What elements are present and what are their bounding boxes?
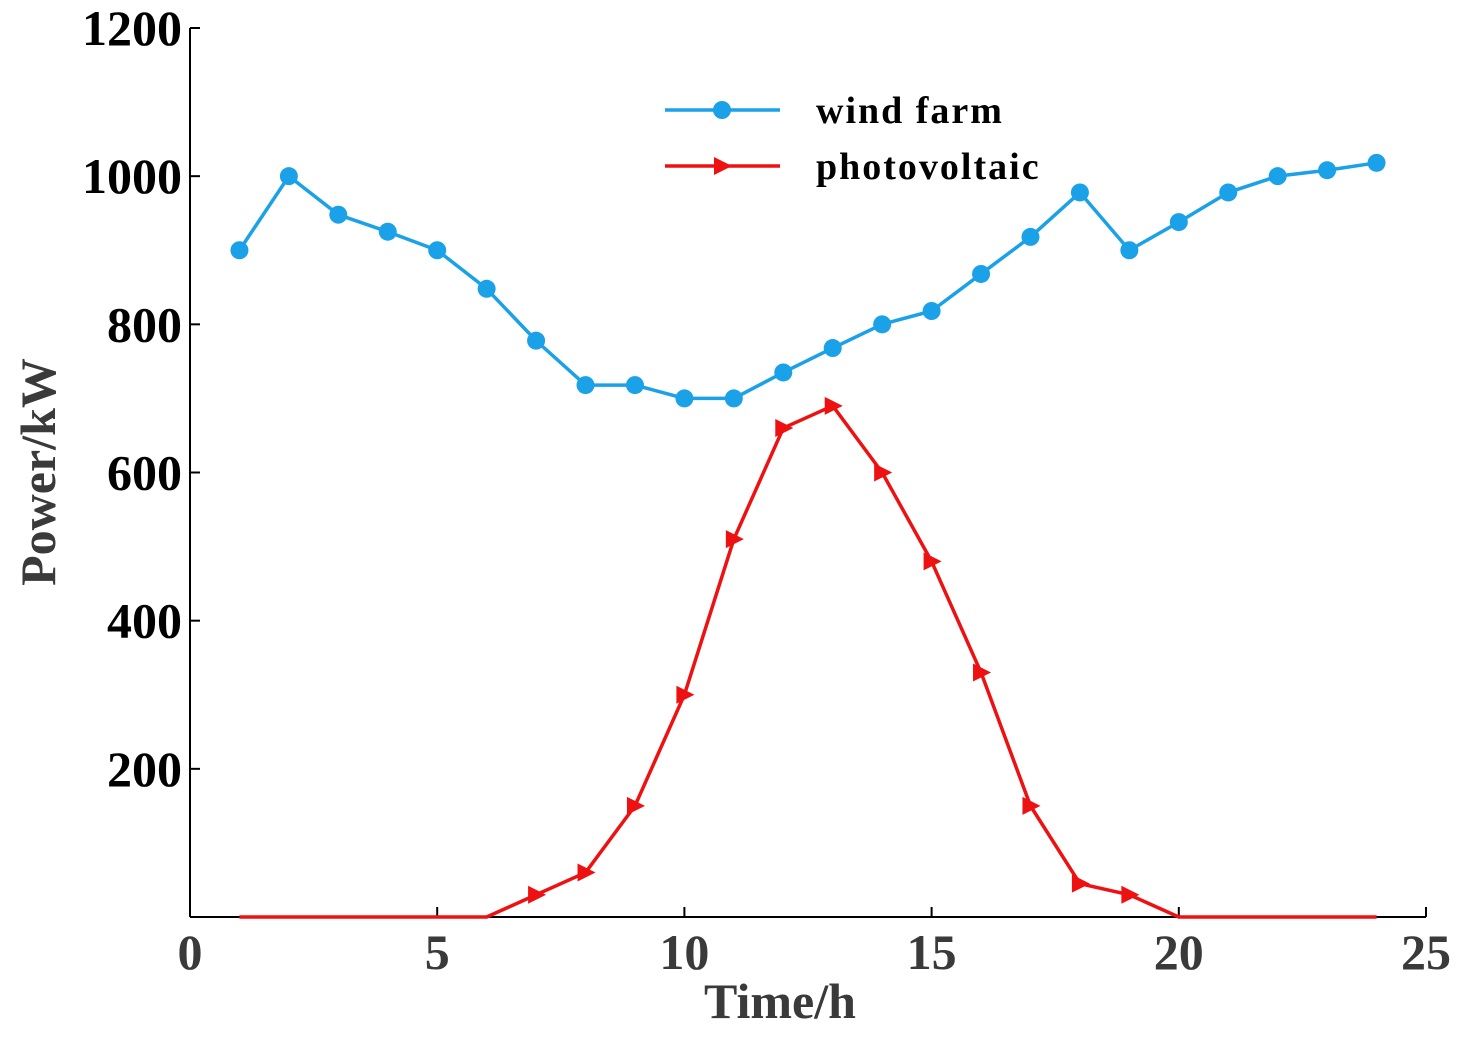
series-line xyxy=(239,404,1377,919)
data-point xyxy=(625,376,644,395)
data-point xyxy=(1022,796,1041,815)
data-point xyxy=(527,331,546,350)
data-point xyxy=(378,222,397,241)
data-point xyxy=(1070,183,1089,202)
data-point xyxy=(675,389,694,408)
y-axis-title: Power/kW xyxy=(10,358,66,586)
series-photovoltaic xyxy=(239,396,1377,919)
data-point xyxy=(1268,167,1287,186)
data-point xyxy=(725,530,744,549)
axes xyxy=(189,28,1426,918)
series-wind-farm xyxy=(230,153,1386,408)
axis-ticks: 0 5 10 15 20 25 200 400 600 800 1000 1200 xyxy=(82,0,1451,980)
legend-label: wind farm xyxy=(816,90,1004,132)
data-point xyxy=(824,396,843,415)
data-point xyxy=(874,463,893,482)
data-point xyxy=(1021,227,1040,246)
legend-item: wind farm xyxy=(665,90,1004,132)
x-tick-label: 20 xyxy=(1154,924,1204,980)
data-point xyxy=(576,376,595,395)
x-tick-label: 25 xyxy=(1401,924,1451,980)
x-tick-label: 10 xyxy=(659,924,709,980)
y-tick-label: 200 xyxy=(107,741,182,797)
y-tick-label: 800 xyxy=(107,296,182,352)
data-point xyxy=(1318,161,1337,180)
data-point xyxy=(973,663,992,682)
data-point xyxy=(1367,153,1386,172)
data-point xyxy=(774,363,793,382)
data-point xyxy=(528,885,547,904)
x-tick-label: 5 xyxy=(425,924,450,980)
data-point xyxy=(1169,213,1188,232)
data-point xyxy=(477,279,496,298)
x-axis-title: Time/h xyxy=(704,973,856,1029)
data-point xyxy=(676,685,695,704)
data-point xyxy=(577,863,596,882)
data-point xyxy=(724,389,743,408)
y-tick-label: 1200 xyxy=(82,0,182,56)
data-point xyxy=(873,315,892,334)
data-point xyxy=(279,167,298,186)
data-point xyxy=(922,301,941,320)
x-tick-label: 15 xyxy=(907,924,957,980)
data-point xyxy=(972,264,991,283)
data-point xyxy=(1121,885,1140,904)
series-line xyxy=(237,161,1377,401)
data-point xyxy=(329,205,348,224)
data-point xyxy=(1120,241,1139,260)
series-layer xyxy=(230,153,1386,919)
data-point xyxy=(1071,874,1090,893)
data-point xyxy=(823,339,842,358)
data-point xyxy=(775,419,794,438)
data-point xyxy=(230,241,249,260)
y-tick-label: 400 xyxy=(107,593,182,649)
legend-marker xyxy=(714,157,732,175)
data-point xyxy=(626,796,645,815)
legend-marker xyxy=(713,101,731,119)
x-tick-label: 0 xyxy=(178,924,203,980)
y-tick-label: 600 xyxy=(107,445,182,501)
data-point xyxy=(923,552,942,571)
data-point xyxy=(1219,183,1238,202)
data-point xyxy=(428,241,447,260)
legend: wind farm photovoltaic xyxy=(665,90,1041,188)
legend-label: photovoltaic xyxy=(816,146,1041,188)
legend-item: photovoltaic xyxy=(665,146,1041,188)
y-tick-label: 1000 xyxy=(82,148,182,204)
